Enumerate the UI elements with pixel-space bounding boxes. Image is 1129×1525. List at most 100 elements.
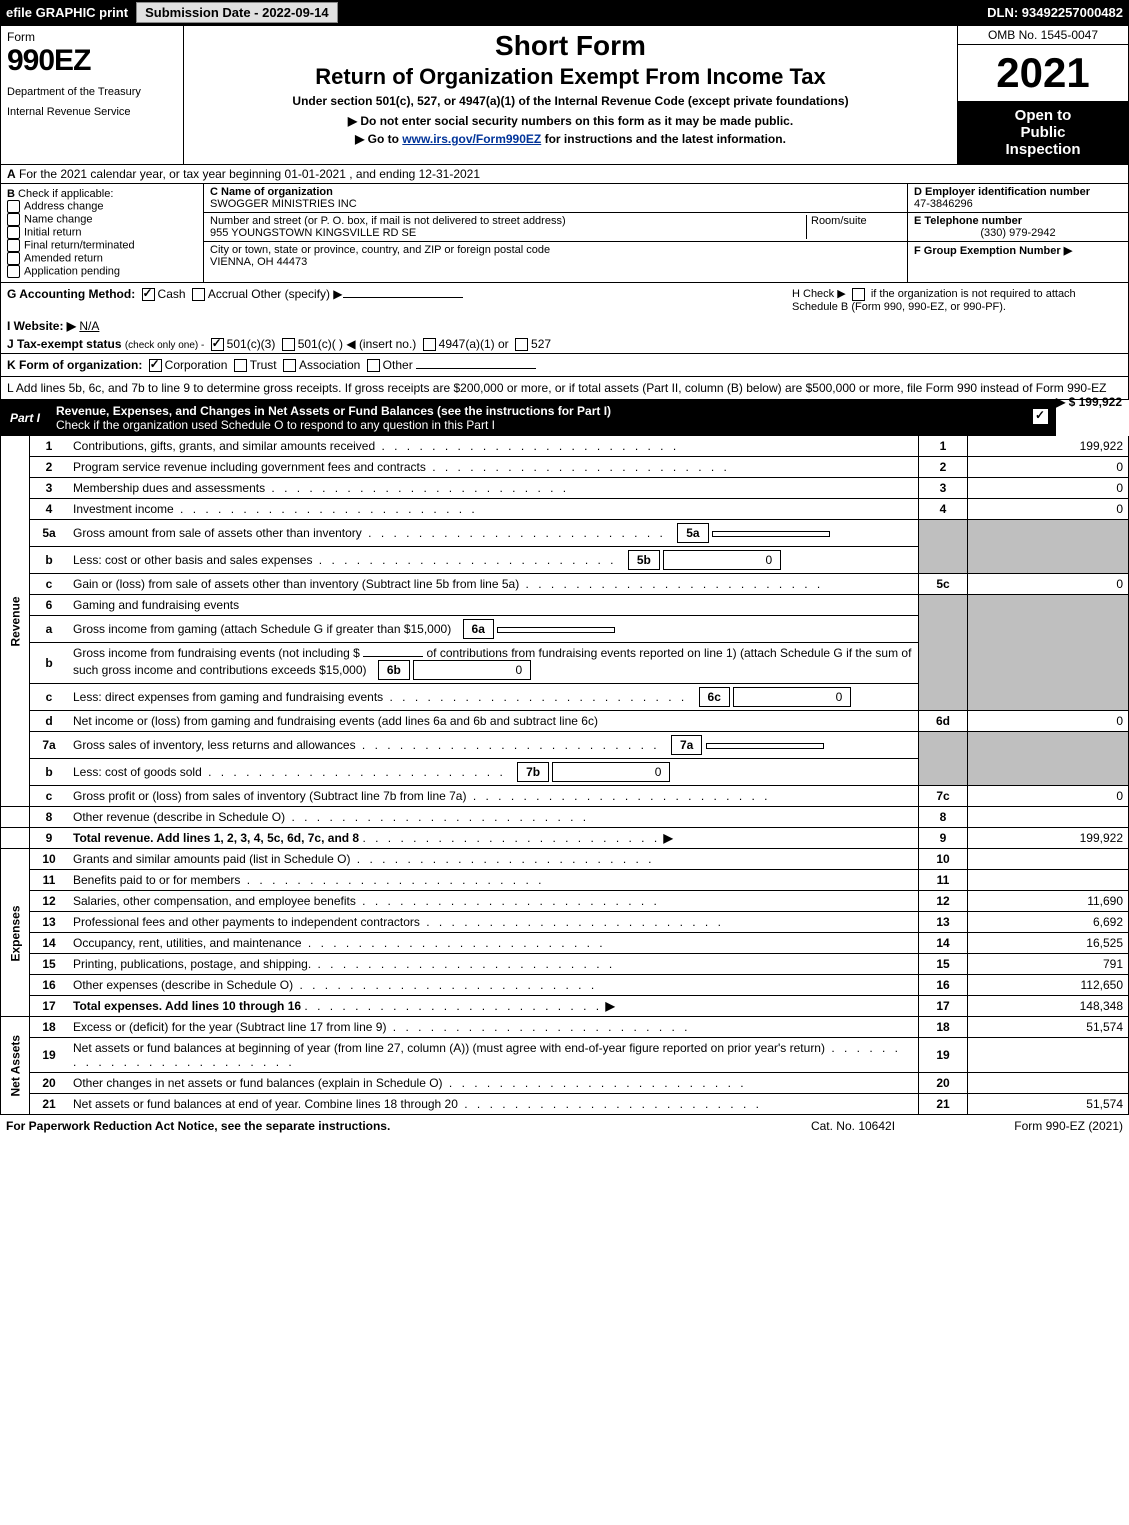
ln-11: 11 bbox=[30, 870, 69, 891]
part-i-title-text: Revenue, Expenses, and Changes in Net As… bbox=[56, 404, 611, 418]
ln-21: 21 bbox=[30, 1094, 69, 1115]
cb-accrual[interactable] bbox=[192, 288, 205, 301]
cb-cash[interactable] bbox=[142, 288, 155, 301]
ncol-8: 8 bbox=[919, 807, 968, 828]
desc-7a-wrap: Gross sales of inventory, less returns a… bbox=[68, 732, 919, 759]
block-c: C Name of organization SWOGGER MINISTRIE… bbox=[204, 184, 907, 282]
cb-association[interactable] bbox=[283, 359, 296, 372]
desc-19: Net assets or fund balances at beginning… bbox=[68, 1038, 919, 1073]
g-other-input[interactable] bbox=[343, 297, 463, 298]
val-11 bbox=[968, 870, 1129, 891]
val-4: 0 bbox=[968, 499, 1129, 520]
ncol-3: 3 bbox=[919, 478, 968, 499]
netassets-vtab: Net Assets bbox=[1, 1017, 30, 1115]
org-street: 955 YOUNGSTOWN KINGSVILLE RD SE bbox=[210, 227, 806, 239]
desc-9: Total revenue. Add lines 1, 2, 3, 4, 5c,… bbox=[73, 831, 359, 845]
cb-initial-return[interactable] bbox=[7, 226, 20, 239]
minival-5a bbox=[712, 531, 830, 537]
ncol-12: 12 bbox=[919, 891, 968, 912]
desc-4: Investment income bbox=[68, 499, 919, 520]
cb-527[interactable] bbox=[515, 338, 528, 351]
cb-name-change[interactable] bbox=[7, 213, 20, 226]
l-text: L Add lines 5b, 6c, and 7b to line 9 to … bbox=[7, 381, 1106, 395]
desc-7b-wrap: Less: cost of goods sold 7b 0 bbox=[68, 759, 919, 786]
desc-17-wrap: Total expenses. Add lines 10 through 16 … bbox=[68, 996, 919, 1017]
ncol-14: 14 bbox=[919, 933, 968, 954]
cb-amended-return[interactable] bbox=[7, 252, 20, 265]
block-b: B Check if applicable: Address change Na… bbox=[1, 184, 204, 282]
goto-line: ▶ Go to www.irs.gov/Form990EZ for instru… bbox=[192, 132, 949, 146]
j-label: J Tax-exempt status bbox=[7, 337, 122, 351]
val-17: 148,348 bbox=[968, 996, 1129, 1017]
val-1: 199,922 bbox=[968, 436, 1129, 457]
g-label: G Accounting Method: bbox=[7, 287, 135, 301]
ln-15: 15 bbox=[30, 954, 69, 975]
cb-trust[interactable] bbox=[234, 359, 247, 372]
f-label: F Group Exemption Number bbox=[914, 245, 1061, 257]
footer-right: Form 990-EZ (2021) bbox=[943, 1119, 1123, 1133]
header: Form 990EZ Department of the Treasury In… bbox=[0, 25, 1129, 165]
val-14: 16,525 bbox=[968, 933, 1129, 954]
mini-5a: 5a bbox=[677, 523, 708, 543]
minival-6c: 0 bbox=[733, 687, 851, 707]
desc-2: Program service revenue including govern… bbox=[68, 457, 919, 478]
cb-h[interactable] bbox=[852, 288, 865, 301]
minival-6b: 0 bbox=[413, 660, 531, 680]
short-form-title: Short Form bbox=[192, 30, 949, 62]
ln-6d: d bbox=[30, 711, 69, 732]
open-line2: Public bbox=[962, 124, 1124, 141]
6b-blank[interactable] bbox=[363, 656, 423, 657]
cb-501c[interactable] bbox=[282, 338, 295, 351]
ln-7a: 7a bbox=[30, 732, 69, 759]
cb-address-change[interactable] bbox=[7, 200, 20, 213]
minival-6a bbox=[497, 627, 615, 633]
ln-13: 13 bbox=[30, 912, 69, 933]
minival-7a bbox=[706, 743, 824, 749]
cb-4947[interactable] bbox=[423, 338, 436, 351]
val-20 bbox=[968, 1073, 1129, 1094]
minival-5b: 0 bbox=[663, 550, 781, 570]
desc-5b: Less: cost or other basis and sales expe… bbox=[73, 553, 617, 567]
d-label: D Employer identification number bbox=[914, 186, 1090, 198]
website-value: N/A bbox=[79, 319, 99, 333]
form-number: 990EZ bbox=[7, 44, 177, 78]
ln-7b: b bbox=[30, 759, 69, 786]
val-5c: 0 bbox=[968, 574, 1129, 595]
open-to-public: Open to Public Inspection bbox=[958, 101, 1128, 164]
block-def: D Employer identification number 47-3846… bbox=[907, 184, 1128, 282]
footer-left: For Paperwork Reduction Act Notice, see … bbox=[6, 1119, 763, 1133]
greyval-6 bbox=[968, 595, 1129, 711]
b-item-5: Application pending bbox=[24, 265, 120, 277]
k-opt-0: Corporation bbox=[165, 358, 228, 372]
grey-6 bbox=[919, 595, 968, 711]
ln-18: 18 bbox=[30, 1017, 69, 1038]
desc-7b: Less: cost of goods sold bbox=[73, 765, 506, 779]
mini-7a: 7a bbox=[671, 735, 702, 755]
ln-1: 1 bbox=[30, 436, 69, 457]
desc-6a: Gross income from gaming (attach Schedul… bbox=[73, 622, 451, 636]
j-opt2: 501(c)( ) ◀ (insert no.) bbox=[298, 337, 417, 351]
k-other-input[interactable] bbox=[416, 368, 536, 369]
cb-schedule-o[interactable] bbox=[1033, 409, 1048, 424]
cb-corporation[interactable] bbox=[149, 359, 162, 372]
val-3: 0 bbox=[968, 478, 1129, 499]
form-page: efile GRAPHIC print Submission Date - 20… bbox=[0, 0, 1129, 1137]
desc-6: Gaming and fundraising events bbox=[68, 595, 919, 616]
cb-501c3[interactable] bbox=[211, 338, 224, 351]
no-ssn-note: ▶ Do not enter social security numbers o… bbox=[192, 114, 949, 128]
irs-link[interactable]: www.irs.gov/Form990EZ bbox=[402, 132, 541, 146]
a-text: For the 2021 calendar year, or tax year … bbox=[19, 167, 480, 181]
val-16: 112,650 bbox=[968, 975, 1129, 996]
c-name-label: C Name of organization bbox=[210, 186, 333, 198]
minival-7b: 0 bbox=[552, 762, 670, 782]
desc-15: Printing, publications, postage, and shi… bbox=[68, 954, 919, 975]
cb-application-pending[interactable] bbox=[7, 265, 20, 278]
cb-other[interactable] bbox=[367, 359, 380, 372]
desc-11: Benefits paid to or for members bbox=[68, 870, 919, 891]
j-opt1: 501(c)(3) bbox=[227, 337, 276, 351]
val-6d: 0 bbox=[968, 711, 1129, 732]
desc-1: Contributions, gifts, grants, and simila… bbox=[68, 436, 919, 457]
cb-final-return[interactable] bbox=[7, 239, 20, 252]
k-opt-2: Association bbox=[299, 358, 360, 372]
b-item-3: Final return/terminated bbox=[24, 239, 135, 251]
